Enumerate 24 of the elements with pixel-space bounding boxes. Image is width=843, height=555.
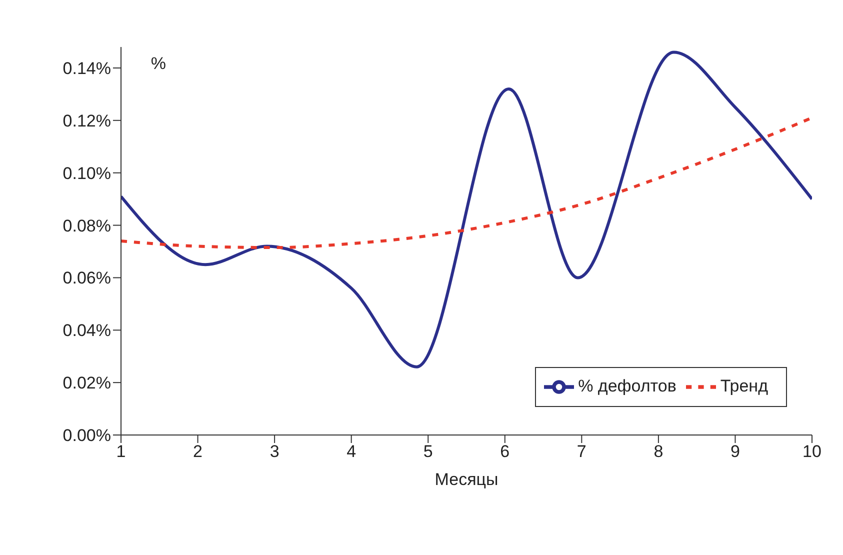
line-series [121, 50, 812, 368]
y-tick-label: 0.10% [62, 164, 111, 183]
line-series [121, 116, 812, 250]
x-tick-label: 2 [193, 442, 203, 462]
legend-label: Тренд [720, 376, 768, 396]
x-tick-label: 10 [802, 442, 822, 462]
x-tick-label: 1 [116, 442, 126, 462]
x-axis-title: Месяцы [434, 470, 498, 489]
x-tick-label: 5 [423, 442, 433, 462]
y-tick-label: 0.12% [62, 111, 111, 130]
x-tick-label: 8 [654, 442, 664, 462]
y-tick-label: 0.08% [62, 216, 111, 236]
y-axis-title: % [150, 54, 166, 74]
y-tick-label: 0.04% [62, 321, 111, 340]
legend-label: % дефолтов [578, 376, 676, 396]
x-tick-label: 9 [730, 442, 740, 462]
x-tick-label: 7 [576, 442, 586, 462]
x-tick-label: 4 [346, 442, 356, 462]
x-tick-label: 3 [270, 442, 280, 462]
y-tick-label: 0.02% [62, 374, 111, 393]
x-tick-label: 6 [500, 442, 510, 462]
y-tick-label: 0.06% [62, 268, 111, 288]
y-tick-label: 0.14% [62, 59, 111, 78]
y-tick-label: 0.00% [62, 426, 111, 446]
